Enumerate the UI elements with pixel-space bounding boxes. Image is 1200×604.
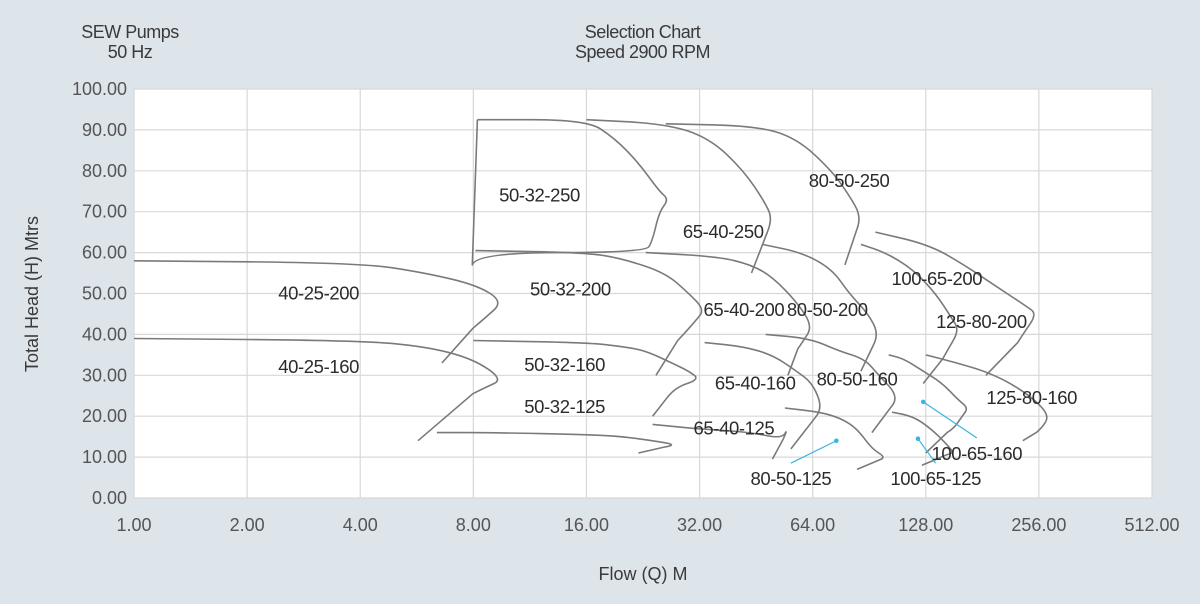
- curve-40-25-160: [133, 337, 499, 442]
- y-tick-label-3: 30.00: [82, 365, 127, 385]
- chart-header-left: SEW Pumps 50 Hz: [60, 22, 200, 62]
- x-tick-label-6: 64.00: [790, 515, 835, 535]
- pointer-line-80-50-125: [790, 440, 837, 464]
- region-label-65-40-125: 65-40-125: [694, 417, 775, 438]
- pointer-line-100-65-160: [922, 401, 978, 439]
- x-axis-ticks: 1.00 2.00 4.00 8.00 16.00 32.00 64.00 128.00 256…: [116, 515, 1179, 535]
- region-label-40-25-160: 40-25-160: [278, 356, 359, 377]
- region-labels: 50-32-250 65-40-250 80-50-250 40-25-200 50-3…: [278, 170, 1077, 489]
- y-tick-label-8: 80.00: [82, 161, 127, 181]
- grid: [133, 88, 1153, 499]
- curve-40-25-200: [133, 260, 499, 364]
- y-tick-label-9: 90.00: [82, 120, 127, 140]
- x-tick-label-0: 1.00: [116, 515, 151, 535]
- curve-100-65-160: [888, 354, 968, 454]
- curve-80-50-125: [784, 407, 884, 471]
- y-tick-label-4: 40.00: [82, 324, 127, 344]
- x-tick-label-2: 4.00: [343, 515, 378, 535]
- curve-50-32-200: [475, 249, 703, 376]
- region-label-65-40-160: 65-40-160: [715, 372, 796, 393]
- curve-80-50-250: [665, 123, 860, 266]
- curve-125-80-160: [925, 354, 1048, 442]
- label-pointers: [790, 399, 978, 464]
- brand-title: SEW Pumps: [81, 22, 179, 42]
- y-tick-label-2: 20.00: [82, 406, 127, 426]
- curve-80-50-200: [762, 243, 877, 372]
- region-label-80-50-200: 80-50-200: [787, 299, 868, 320]
- curve-50-32-125: [436, 431, 673, 454]
- region-label-40-25-200: 40-25-200: [278, 283, 359, 304]
- y-tick-label-5: 50.00: [82, 284, 127, 304]
- pointer-line-100-65-125: [917, 438, 937, 464]
- x-tick-label-9: 512.00: [1124, 515, 1179, 535]
- pointer-dot-80-50-125: [834, 438, 839, 444]
- x-tick-label-4: 16.00: [564, 515, 609, 535]
- chart-header-center: Selection Chart Speed 2900 RPM: [500, 22, 785, 62]
- region-label-80-50-125: 80-50-125: [751, 468, 832, 489]
- pointer-dot-100-65-160: [920, 399, 926, 405]
- region-label-50-32-160: 50-32-160: [524, 354, 605, 375]
- y-tick-label-1: 10.00: [82, 447, 127, 467]
- curve-65-40-125: [652, 423, 787, 460]
- region-label-100-65-200: 100-65-200: [892, 268, 983, 289]
- region-label-100-65-125: 100-65-125: [890, 468, 981, 489]
- x-tick-label-1: 2.00: [230, 515, 265, 535]
- x-tick-label-7: 128.00: [898, 515, 953, 535]
- y-tick-label-10: 100.00: [72, 79, 127, 99]
- region-label-65-40-250: 65-40-250: [683, 221, 764, 242]
- x-tick-label-5: 32.00: [677, 515, 722, 535]
- curve-80-50-160: [765, 333, 896, 434]
- y-tick-label-0: 0.00: [92, 488, 127, 508]
- chart-title: Selection Chart: [584, 22, 701, 42]
- curve-65-40-200: [645, 251, 811, 376]
- y-tick-label-6: 60.00: [82, 243, 127, 263]
- x-tick-label-3: 8.00: [456, 515, 491, 535]
- region-label-50-32-125: 50-32-125: [524, 396, 605, 417]
- curve-100-65-125: [891, 411, 953, 467]
- y-axis-ticks: 0.00 10.00 20.00 30.00 40.00 50.00 60.00 70.00 8…: [72, 79, 127, 508]
- pointer-dot-100-65-125: [915, 436, 921, 441]
- frequency-label: 50 Hz: [107, 42, 153, 62]
- y-tick-label-7: 70.00: [82, 202, 127, 222]
- region-label-80-50-160: 80-50-160: [817, 368, 898, 389]
- x-tick-label-8: 256.00: [1011, 515, 1066, 535]
- curve-100-65-200: [860, 243, 958, 384]
- curve-65-40-160: [704, 341, 821, 450]
- y-axis-label: Total Head (H) Mtrs: [22, 216, 42, 372]
- region-label-125-80-160: 125-80-160: [986, 387, 1077, 408]
- curve-50-32-250: [471, 118, 668, 266]
- curve-50-32-160: [473, 339, 697, 417]
- curve-regions: [133, 118, 1048, 471]
- curve-125-80-200: [875, 231, 1035, 376]
- region-label-50-32-200: 50-32-200: [530, 278, 611, 299]
- region-label-80-50-250: 80-50-250: [809, 170, 890, 191]
- x-axis-label: Flow (Q) M: [599, 564, 688, 584]
- curve-65-40-250: [586, 118, 772, 274]
- region-label-100-65-160: 100-65-160: [931, 443, 1022, 464]
- region-label-50-32-250: 50-32-250: [499, 184, 580, 205]
- region-label-125-80-200: 125-80-200: [936, 311, 1027, 332]
- chart-subtitle: Speed 2900 RPM: [574, 42, 711, 62]
- region-label-65-40-200: 65-40-200: [704, 299, 785, 320]
